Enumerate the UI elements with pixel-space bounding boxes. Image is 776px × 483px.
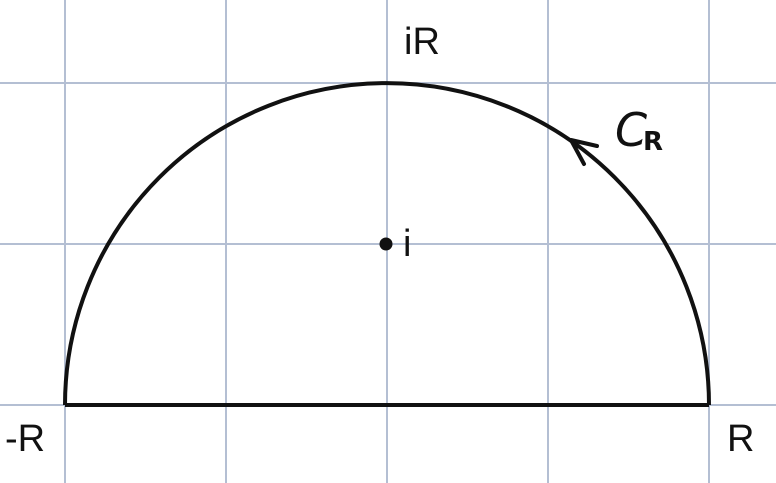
contour-label: C: [615, 103, 647, 157]
label-right: R: [727, 418, 754, 460]
label-pole: i: [403, 223, 411, 265]
direction-arrow-icon: [569, 138, 599, 166]
semicircle-arc: [63, 81, 711, 406]
pole-point: [379, 237, 393, 251]
contour-label-subscript: R: [643, 127, 663, 157]
label-top: iR: [404, 21, 440, 63]
label-left: -R: [5, 418, 45, 460]
